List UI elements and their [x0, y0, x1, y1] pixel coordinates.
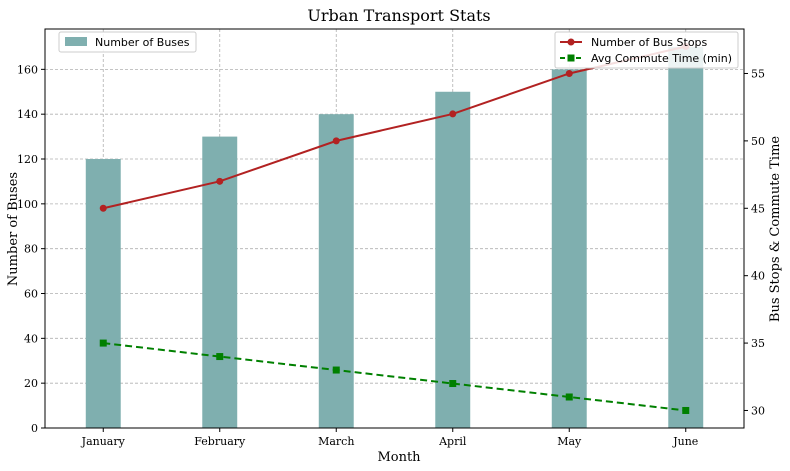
line-series [99, 43, 690, 414]
y-tick-label: 0 [31, 422, 38, 435]
data-point [216, 353, 224, 361]
data-point [682, 406, 690, 414]
bar [202, 136, 238, 428]
legend-box [58, 31, 197, 53]
y-tick-label: 120 [17, 153, 38, 166]
y-tick-label: 100 [17, 198, 38, 211]
legend-right: Number of Bus Stops Avg Commute Time (min… [554, 31, 739, 69]
series-line [103, 342, 686, 412]
y2-tick-label: 35 [751, 337, 765, 350]
data-point [99, 204, 107, 212]
data-point [449, 110, 457, 118]
x-tick-label: May [557, 435, 582, 448]
y-tick-label: 40 [24, 332, 38, 345]
grid-lines [45, 29, 744, 429]
data-point [449, 380, 457, 388]
y-tick-label: 140 [17, 108, 38, 121]
y-tick-label: 80 [24, 243, 38, 256]
bar [551, 69, 587, 428]
bar-series [85, 46, 704, 429]
y2-tick-label: 45 [751, 202, 765, 215]
bar [435, 91, 471, 429]
legend-marker [567, 54, 575, 62]
legend-label: Number of Bus Stops [591, 36, 708, 49]
legend-box [554, 31, 739, 69]
chart-title: Urban Transport Stats [307, 6, 490, 25]
bar [318, 114, 354, 428]
y-tick-label: 20 [24, 377, 38, 390]
bar [85, 159, 121, 428]
y2-axis-label: Bus Stops & Commute Time [768, 136, 783, 323]
x-tick-label: February [194, 435, 246, 448]
y2-tick-label: 40 [751, 270, 765, 283]
x-tick-label: June [672, 435, 698, 448]
data-point [99, 339, 107, 347]
bar [668, 46, 704, 428]
legend-swatch [65, 37, 87, 46]
y2-tick-label: 50 [751, 135, 765, 148]
y-tick-label: 160 [17, 63, 38, 76]
y2-tick-label: 55 [751, 67, 765, 80]
legend-label: Avg Commute Time (min) [591, 52, 732, 65]
data-point [565, 69, 573, 77]
series-line [103, 45, 686, 210]
axes [41, 28, 748, 432]
data-point [565, 393, 573, 401]
x-axis-label: Month [377, 450, 421, 465]
data-point [216, 177, 224, 185]
legend-left: Number of Buses [58, 31, 197, 53]
x-tick-label: January [81, 435, 126, 448]
legend-label: Number of Buses [95, 36, 190, 49]
tick-labels: 0 20 40 60 80 100 120 140 160 30 35 40 45 50 55 January… [17, 63, 765, 448]
data-point [332, 137, 340, 145]
data-point [332, 366, 340, 374]
plot-frame [44, 28, 745, 429]
y-axis-label: Number of Buses [6, 172, 21, 286]
y-tick-label: 60 [24, 288, 38, 301]
y2-tick-label: 30 [751, 404, 765, 417]
legend-marker [567, 38, 575, 46]
x-tick-label: March [318, 435, 354, 448]
x-tick-label: April [438, 435, 467, 448]
